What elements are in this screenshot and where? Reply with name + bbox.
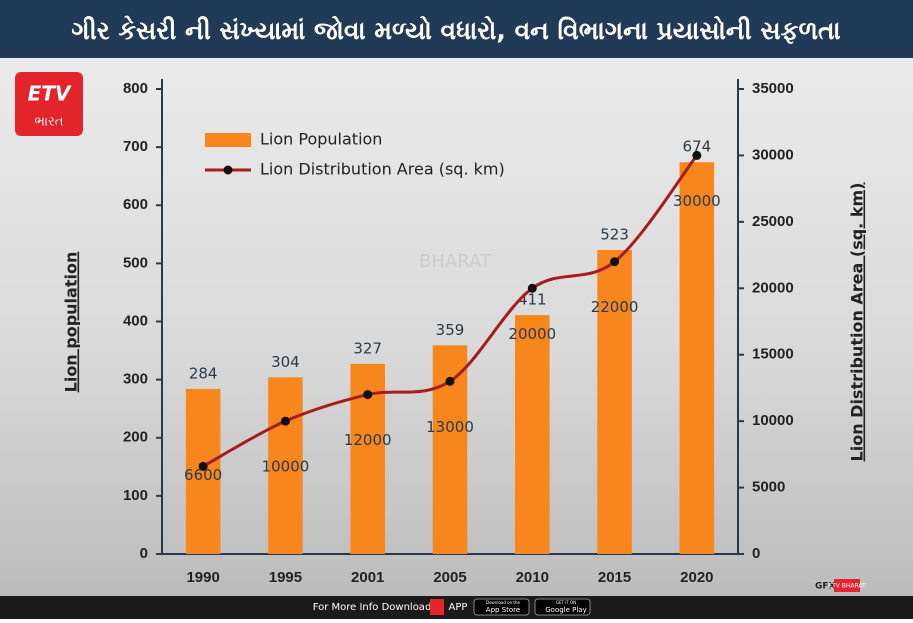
bar (185, 388, 221, 554)
y-tick-label: 700 (123, 138, 148, 155)
credit-brand: ETV BHARAT (828, 583, 866, 590)
line-point (363, 390, 373, 400)
appstore-small: Download on the (486, 600, 521, 605)
line-value-label: 20000 (508, 325, 556, 343)
y-tick-label: 600 (123, 196, 148, 213)
legend-label: Lion Distribution Area (sq. km) (260, 160, 505, 179)
logo-mark: ETV (28, 82, 72, 106)
play-badge[interactable] (534, 598, 591, 616)
line-point (692, 150, 702, 160)
footer-app: APP (449, 602, 468, 613)
y2-tick-label: 25000 (752, 213, 794, 230)
bar-value-label: 411 (518, 291, 547, 309)
x-tick-label: 2010 (516, 569, 549, 586)
x-tick-label: 2001 (351, 569, 384, 586)
line-value-label: 30000 (673, 192, 721, 210)
x-tick-label: 1990 (186, 569, 219, 586)
y2-tick-label: 0 (752, 545, 760, 562)
x-tick-label: 2005 (433, 569, 466, 586)
line-point (198, 461, 208, 471)
y-tick-label: 400 (123, 312, 148, 329)
header-title: ગીર કેસરી ની સંખ્યામાં જોવા મળ્યો વધારો,… (71, 16, 840, 45)
y2-axis-title: Lion Distribution Area (sq. km) (848, 183, 867, 462)
y-tick-label: 100 (123, 487, 148, 504)
bar (597, 250, 632, 554)
bar (515, 315, 550, 554)
bar (268, 377, 303, 554)
y2-tick-label: 35000 (752, 80, 794, 97)
y2-tick-label: 20000 (752, 279, 794, 296)
line-value-label: 13000 (426, 418, 474, 436)
bar-value-label: 523 (600, 226, 629, 244)
y2-tick-label: 30000 (752, 146, 794, 163)
line-point (280, 416, 290, 426)
line-value-label: 22000 (591, 298, 639, 316)
bar-value-label: 284 (189, 364, 218, 382)
line-point (445, 376, 455, 386)
line-value-label: 10000 (262, 458, 310, 476)
legend-label: Lion Population (260, 130, 382, 149)
y2-tick-label: 15000 (752, 346, 794, 363)
line-value-label: 6600 (184, 466, 222, 484)
y-tick-label: 0 (140, 545, 148, 562)
watermark: BHARAT (419, 251, 492, 272)
y-tick-label: 300 (123, 371, 148, 388)
y-tick-label: 800 (123, 80, 148, 97)
plot: 0 100 200 300 400 500 600 700 800 0 5000 10000 15000… (62, 79, 867, 586)
y-tick-label: 200 (123, 429, 148, 446)
play-label: Google Play (545, 606, 587, 614)
line-point (527, 283, 537, 293)
x-tick-label: 2020 (680, 569, 713, 586)
x-tick-label: 2015 (598, 569, 631, 586)
footer-text: For More Info Download (313, 602, 432, 613)
bar-value-label: 674 (683, 138, 712, 156)
logo-box (15, 72, 83, 136)
bar (679, 162, 715, 555)
legend-swatch (205, 133, 251, 147)
line-point (610, 257, 620, 267)
legend-dot (223, 165, 233, 175)
y2-tick-label: 5000 (752, 479, 785, 496)
footer-bar (0, 596, 913, 619)
y-axis-title: Lion population (62, 252, 81, 393)
bar-value-label: 359 (436, 321, 465, 339)
y2-tick-label: 10000 (752, 412, 794, 429)
line-value-label: 12000 (344, 431, 392, 449)
bar-value-label: 304 (271, 353, 300, 371)
credit-box (834, 579, 860, 592)
bar (432, 345, 468, 554)
logo-text: ભારત (35, 115, 64, 130)
bar-value-label: 327 (353, 339, 382, 357)
footer-logo (430, 599, 444, 615)
play-small: GET IT ON (556, 600, 576, 605)
y-tick-label: 500 (123, 254, 148, 271)
x-tick-label: 1995 (269, 569, 302, 586)
header-bar (0, 0, 913, 58)
appstore-label: App Store (486, 606, 520, 614)
appstore-badge[interactable] (473, 598, 530, 616)
credit-gfx: GFX (815, 582, 836, 592)
